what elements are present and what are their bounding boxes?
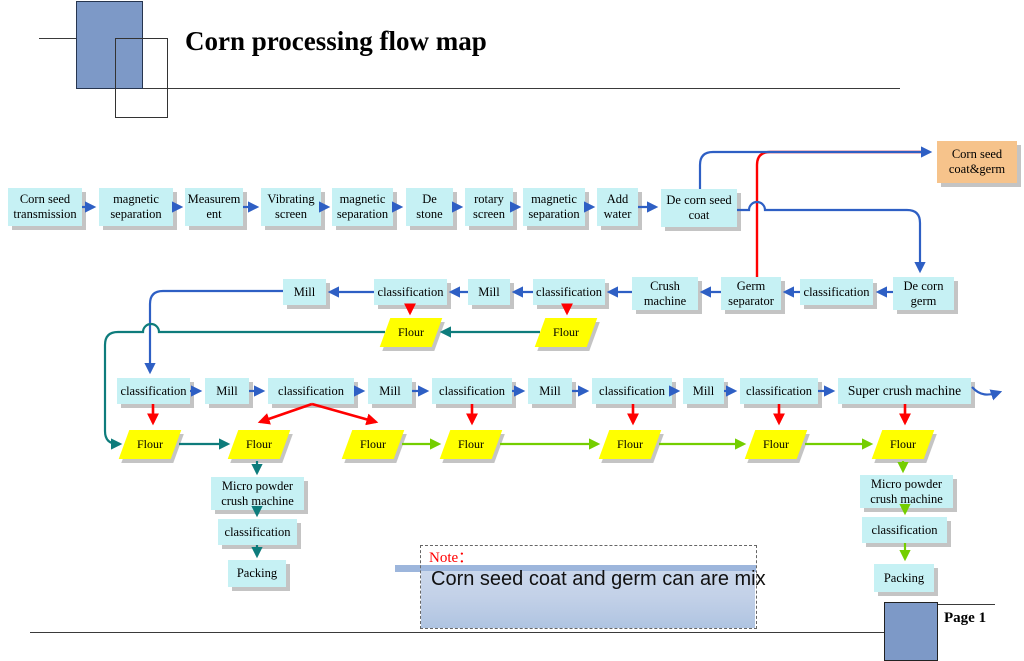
node-mill-r3-3: Mill <box>528 378 572 404</box>
node-classification-r2-3: classification <box>800 279 873 305</box>
flour-r4-3: Flour <box>341 430 405 459</box>
node-micro-powder-crush-machine-left: Micro powder crush machine <box>211 477 304 510</box>
flour-r4-1: Flour <box>118 430 182 459</box>
node-classification-r3-5: classification <box>740 378 818 404</box>
flour-r2-2: Flour <box>534 318 598 347</box>
node-mill-r3-2: Mill <box>368 378 412 404</box>
header-accent-square <box>76 1 143 89</box>
flour-r4-5: Flour <box>598 430 662 459</box>
node-de-corn-seed-coat: De corn seed coat <box>661 189 737 227</box>
note-dashed-frame <box>420 545 757 629</box>
page-title: Corn processing flow map <box>185 26 487 56</box>
node-crush-machine: Crush machine <box>632 277 698 310</box>
node-super-crush-machine: Super crush machine <box>838 378 971 404</box>
note-label: Note： <box>429 550 474 566</box>
node-de-stone: De stone <box>406 188 453 226</box>
flour-r4-4: Flour <box>439 430 503 459</box>
node-magnetic-separation-2: magnetic separation <box>332 188 393 226</box>
node-classification-right: classification <box>862 517 947 543</box>
node-classification-left: classification <box>218 519 297 545</box>
node-vibrating-screen: Vibrating screen <box>261 188 321 226</box>
flour-r4-7: Flour <box>871 430 935 459</box>
note-top-band <box>395 565 756 572</box>
header-line-bottom <box>76 88 900 89</box>
node-mill-r3-1: Mill <box>205 378 249 404</box>
node-classification-r2-1: classification <box>374 279 447 305</box>
note-box <box>421 571 755 628</box>
node-mill-r3-4: Mill <box>683 378 724 404</box>
page-number: Page 1 <box>944 610 987 626</box>
node-measurement: Measurement <box>185 188 243 226</box>
node-magnetic-separation-1: magnetic separation <box>99 188 173 226</box>
node-corn-seed-transmission: Corn seed transmission <box>8 188 82 226</box>
node-classification-r3-3: classification <box>432 378 512 404</box>
node-classification-r3-1: classification <box>117 378 190 404</box>
node-mill-r2-1: Mill <box>283 279 326 305</box>
footer-line-right <box>938 604 995 605</box>
node-germ-separator: Germ separator <box>721 277 781 310</box>
node-de-corn-germ: De corn germ <box>893 277 954 310</box>
flour-r2-1: Flour <box>379 318 443 347</box>
footer-accent-square <box>884 602 938 661</box>
node-rotary-screen: rotary screen <box>465 188 513 226</box>
note-text: Corn seed coat and germ can are mix <box>431 568 766 590</box>
node-packing-left: Packing <box>228 560 286 587</box>
node-micro-powder-crush-machine-right: Micro powder crush machine <box>860 475 953 508</box>
flour-r4-2: Flour <box>227 430 291 459</box>
node-add-water: Add water <box>597 188 638 226</box>
node-magnetic-separation-3: magnetic separation <box>523 188 585 226</box>
node-packing-right: Packing <box>874 564 934 592</box>
header-outline-square <box>115 38 168 118</box>
node-mill-r2-2: Mill <box>468 279 510 305</box>
node-corn-seed-coat-germ: Corn seed coat&germ <box>937 141 1017 183</box>
flour-r4-6: Flour <box>744 430 808 459</box>
footer-line <box>30 632 884 633</box>
node-classification-r3-4: classification <box>592 378 672 404</box>
node-classification-r3-2: classification <box>268 378 354 404</box>
node-classification-r2-2: classification <box>533 279 605 305</box>
